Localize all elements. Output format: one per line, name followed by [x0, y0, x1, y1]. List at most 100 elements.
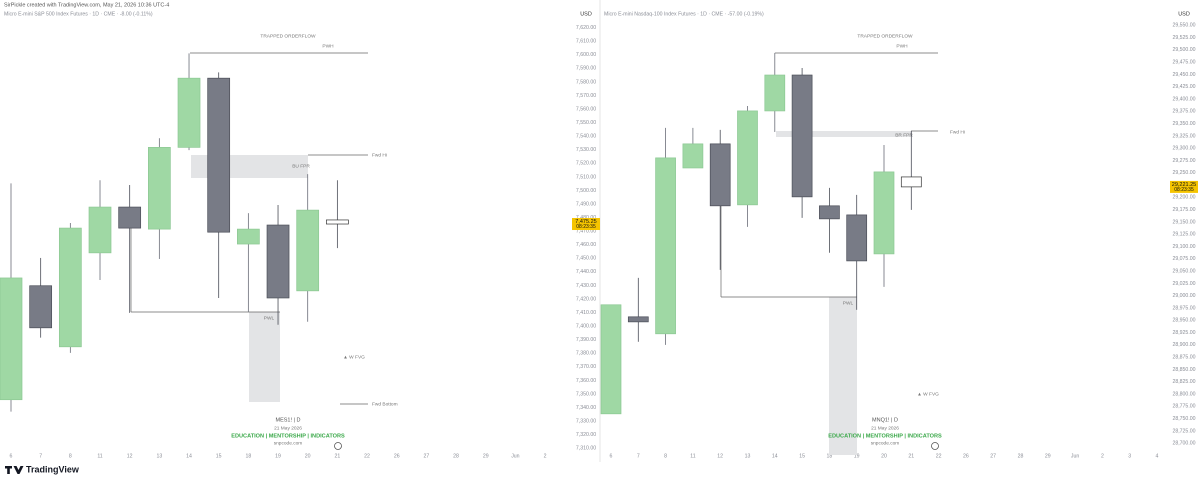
y-tick-label: 29,500.00: [1172, 47, 1195, 53]
y-tick-label: 29,075.00: [1172, 256, 1195, 262]
y-tick-label: 7,550.00: [576, 120, 596, 126]
x-tick-label: 19: [854, 453, 860, 459]
y-tick-label: 28,775.00: [1172, 404, 1195, 410]
annotation: ▲ W FVG: [343, 354, 365, 360]
y-tick-label: 7,590.00: [576, 66, 596, 72]
y-tick-label: 29,450.00: [1172, 72, 1195, 78]
y-tick-label: 7,540.00: [576, 134, 596, 140]
x-tick-label: 4: [1156, 453, 1159, 459]
y-tick-label: 7,580.00: [576, 79, 596, 85]
y-tick-label: 7,480.00: [576, 215, 596, 221]
y-tick-label: 29,200.00: [1172, 195, 1195, 201]
x-tick-label: 8: [69, 453, 72, 459]
y-tick-label: 7,410.00: [576, 310, 596, 316]
y-tick-label: 29,525.00: [1172, 35, 1195, 41]
annotation: ▲ W FVG: [917, 391, 939, 397]
y-tick-label: 7,570.00: [576, 93, 596, 99]
candle-body: [29, 285, 53, 329]
x-tick-label: 13: [156, 453, 162, 459]
y-tick-label: 7,380.00: [576, 351, 596, 357]
candle-body: [237, 228, 260, 245]
y-tick-label: 29,025.00: [1172, 281, 1195, 287]
x-tick-label: 28: [453, 453, 459, 459]
y-tick-label: 28,800.00: [1172, 391, 1195, 397]
y-tick-label: 7,510.00: [576, 174, 596, 180]
y-tick-label: 7,320.00: [576, 432, 596, 438]
y-tick-label: 29,050.00: [1172, 268, 1195, 274]
y-tick-label: 29,250.00: [1172, 170, 1195, 176]
countdown: 08:23:35: [1174, 187, 1194, 193]
x-tick-label: 29: [1045, 453, 1051, 459]
currency: USD: [580, 11, 592, 17]
y-tick-label: 29,425.00: [1172, 84, 1195, 90]
annotation: TRAPPED ORDERFLOW: [857, 33, 913, 39]
y-tick-label: 29,100.00: [1172, 244, 1195, 250]
y-tick-label: 29,550.00: [1172, 23, 1195, 29]
x-tick-label: 18: [827, 453, 833, 459]
brand-logo: [931, 442, 939, 450]
x-tick-label: 27: [990, 453, 996, 459]
x-tick-label: 2: [1101, 453, 1104, 459]
x-tick-label: 26: [394, 453, 400, 459]
x-tick-label: Jun: [511, 453, 519, 459]
y-tick-label: 29,150.00: [1172, 219, 1195, 225]
y-tick-label: 7,530.00: [576, 147, 596, 153]
x-tick-label: 28: [1018, 453, 1024, 459]
logo-icon: [5, 466, 24, 474]
zone: [776, 131, 912, 137]
y-tick-label: 7,470.00: [576, 229, 596, 235]
x-tick-label: 11: [97, 453, 102, 459]
y-tick-label: 7,490.00: [576, 201, 596, 207]
site: snpcode.com: [871, 440, 900, 446]
candle-body: [791, 74, 813, 198]
annotation: Fwd Hi: [950, 129, 965, 135]
candle-body: [326, 219, 349, 225]
y-tick-label: 29,000.00: [1172, 293, 1195, 299]
y-tick-label: 7,420.00: [576, 296, 596, 302]
chart-title: Micro E-mini Nasdaq-100 Index Futures · …: [604, 11, 764, 17]
y-tick-label: 7,460.00: [576, 242, 596, 248]
x-tick-label: 12: [717, 453, 723, 459]
y-tick-label: 7,430.00: [576, 283, 596, 289]
candle-body: [88, 206, 112, 254]
x-tick-label: 12: [127, 453, 133, 459]
candle-body: [0, 277, 23, 401]
y-tick-label: 7,330.00: [576, 418, 596, 424]
x-tick-label: 15: [799, 453, 805, 459]
y-tick-label: 28,700.00: [1172, 441, 1195, 447]
y-tick-label: 7,360.00: [576, 378, 596, 384]
candle-body: [737, 110, 758, 206]
brand-logo: [334, 442, 342, 450]
countdown: 08:23:35: [576, 224, 596, 230]
y-tick-label: 7,610.00: [576, 39, 596, 45]
candle-body: [655, 157, 676, 335]
x-tick-label: 6: [610, 453, 613, 459]
candle-body: [207, 77, 231, 233]
footer-brand: TradingView: [26, 464, 80, 474]
annotation: PWL: [264, 315, 275, 321]
y-tick-label: 29,350.00: [1172, 121, 1195, 127]
symbol: MES1! | D: [276, 417, 301, 423]
y-tick-label: 28,825.00: [1172, 379, 1195, 385]
y-tick-label: 7,560.00: [576, 106, 596, 112]
candle-body: [900, 176, 922, 188]
y-tick-label: 28,925.00: [1172, 330, 1195, 336]
candle-body: [58, 227, 82, 348]
x-tick-label: 2: [544, 453, 547, 459]
symbol: MNQ1! | D: [872, 417, 898, 423]
candle-body: [296, 209, 320, 292]
annotation: PWL: [843, 300, 854, 306]
y-tick-label: 28,725.00: [1172, 428, 1195, 434]
x-tick-label: 21: [334, 453, 340, 459]
y-tick-label: 7,620.00: [576, 25, 596, 31]
x-tick-label: 7: [637, 453, 640, 459]
y-tick-label: 29,125.00: [1172, 232, 1195, 238]
x-tick-label: 3: [1128, 453, 1131, 459]
price-badge: [1170, 180, 1198, 193]
x-tick-label: 19: [275, 453, 281, 459]
x-tick-label: 22: [936, 453, 942, 459]
y-tick-label: 7,440.00: [576, 269, 596, 275]
y-tick-label: 7,350.00: [576, 391, 596, 397]
candle-body: [600, 304, 622, 415]
